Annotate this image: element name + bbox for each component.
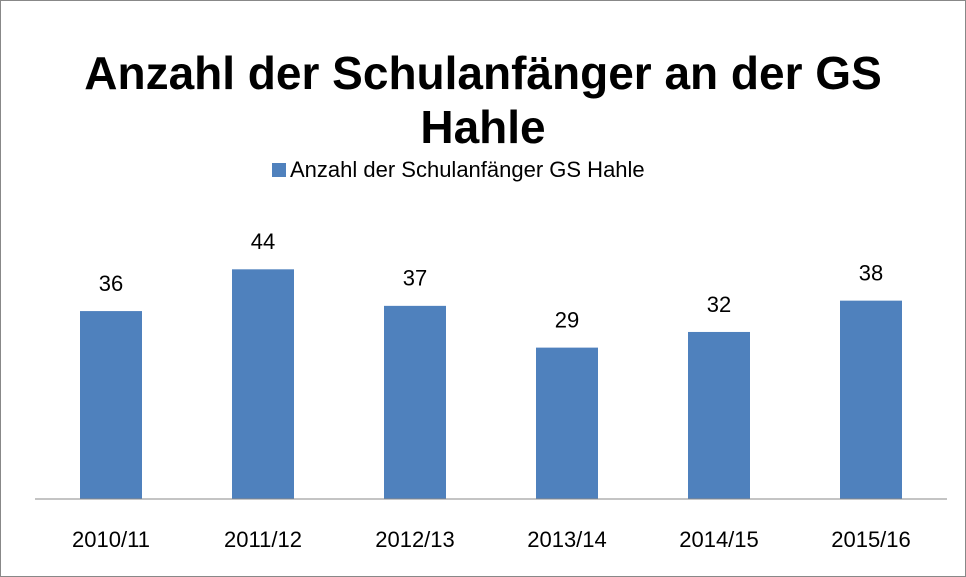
x-tick-label: 2013/14 (527, 527, 607, 552)
data-label: 36 (99, 271, 123, 296)
x-tick-label: 2014/15 (679, 527, 759, 552)
chart-title: Anzahl der Schulanfänger an der GS Hahle (84, 47, 882, 153)
data-label: 32 (707, 292, 731, 317)
bar (840, 300, 902, 499)
x-tick-label: 2011/12 (224, 527, 302, 552)
bar (232, 269, 294, 499)
data-label: 37 (403, 266, 427, 291)
x-tick-label: 2012/13 (375, 527, 455, 552)
bar (384, 305, 446, 499)
legend-label: Anzahl der Schulanfänger GS Hahle (290, 157, 645, 182)
data-label: 44 (251, 229, 275, 254)
bar (688, 331, 750, 499)
x-tick-label: 2015/16 (831, 527, 911, 552)
data-label: 38 (859, 260, 883, 285)
bar (536, 347, 598, 499)
legend-swatch (272, 163, 286, 177)
bar (80, 311, 142, 499)
x-tick-label: 2010/11 (72, 527, 150, 552)
data-label: 29 (555, 307, 579, 332)
